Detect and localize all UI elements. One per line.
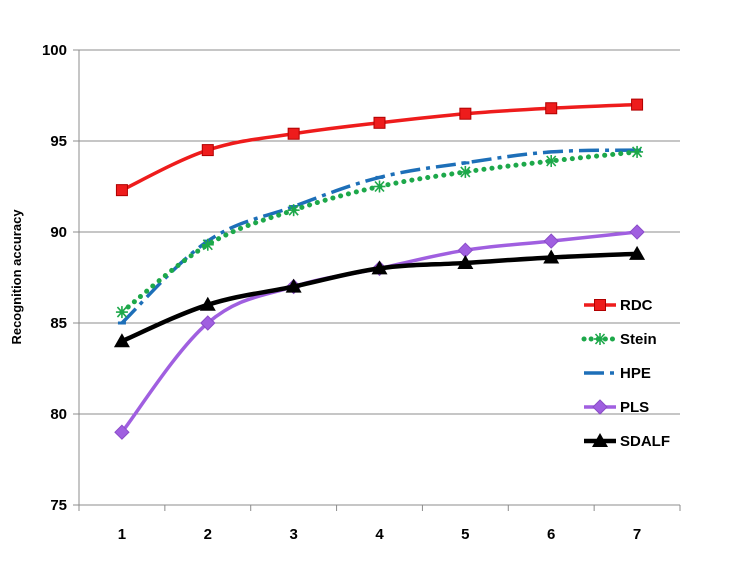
legend-item-pls: PLS	[584, 399, 649, 416]
marker-square	[594, 299, 606, 311]
legend: RDC Stein HPE PLS SDALF	[581, 297, 670, 450]
data-point-sdalf	[199, 296, 216, 311]
data-point-rdc	[373, 116, 386, 129]
x-tick-labels: 1 2 3 4 5 6 7	[118, 526, 641, 543]
data-point-stein	[287, 204, 300, 217]
legend-label: HPE	[620, 365, 651, 382]
data-point-rdc	[201, 144, 214, 157]
data-point-pls	[629, 224, 645, 240]
data-point-stein	[545, 155, 558, 168]
data-point-pls	[114, 424, 130, 440]
legend-label: SDALF	[620, 433, 670, 450]
marker-triangle	[592, 433, 608, 447]
y-tick-label: 100	[42, 42, 67, 59]
series-hpe	[117, 148, 642, 325]
y-tick-label: 90	[50, 224, 67, 241]
data-point-stein	[201, 238, 214, 251]
legend-label: PLS	[620, 399, 649, 416]
legend-item-hpe: HPE	[584, 365, 651, 382]
x-tick-label: 5	[461, 526, 469, 543]
data-point-rdc	[115, 184, 128, 197]
grid-lines	[79, 49, 680, 415]
marker-asterisk	[594, 333, 606, 345]
legend-label: RDC	[620, 297, 653, 314]
legend-label: Stein	[620, 331, 657, 348]
legend-item-sdalf: SDALF	[584, 433, 670, 450]
x-tick-label: 7	[633, 526, 641, 543]
y-axis-title: Recognition accuracy	[9, 209, 24, 345]
data-point-rdc	[631, 98, 644, 111]
data-point-sdalf	[457, 254, 474, 269]
marker-diamond	[592, 399, 608, 415]
x-tick-label: 1	[118, 526, 126, 543]
data-point-sdalf	[543, 249, 560, 264]
series-rdc	[115, 98, 644, 197]
x-tick-label: 4	[375, 526, 384, 543]
y-tick-label: 85	[50, 315, 67, 332]
data-point-pls	[200, 315, 216, 331]
data-point-rdc	[287, 127, 300, 140]
data-point-sdalf	[285, 278, 302, 293]
y-tick-label: 80	[50, 406, 67, 423]
y-tick-label: 75	[50, 497, 67, 514]
y-tick-label: 95	[50, 133, 67, 150]
data-point-stein	[115, 306, 128, 319]
x-tick-label: 3	[289, 526, 297, 543]
data-point-rdc	[459, 107, 472, 120]
x-tick-label: 6	[547, 526, 555, 543]
data-point-sdalf	[371, 260, 388, 275]
series-stein	[115, 145, 644, 319]
legend-item-rdc: RDC	[584, 297, 653, 314]
data-point-stein	[373, 180, 386, 193]
series-layer	[113, 98, 646, 440]
legend-item-stein: Stein	[581, 331, 657, 348]
data-point-sdalf	[113, 333, 130, 348]
data-point-pls	[543, 233, 559, 249]
x-tick-label: 2	[204, 526, 212, 543]
data-point-rdc	[545, 102, 558, 115]
data-point-stein	[459, 165, 472, 178]
data-point-stein	[631, 145, 644, 158]
series-sdalf	[113, 245, 646, 348]
data-point-sdalf	[629, 245, 646, 260]
y-tick-labels: 75 80 85 90 95 100	[42, 42, 67, 514]
axes	[73, 49, 681, 511]
